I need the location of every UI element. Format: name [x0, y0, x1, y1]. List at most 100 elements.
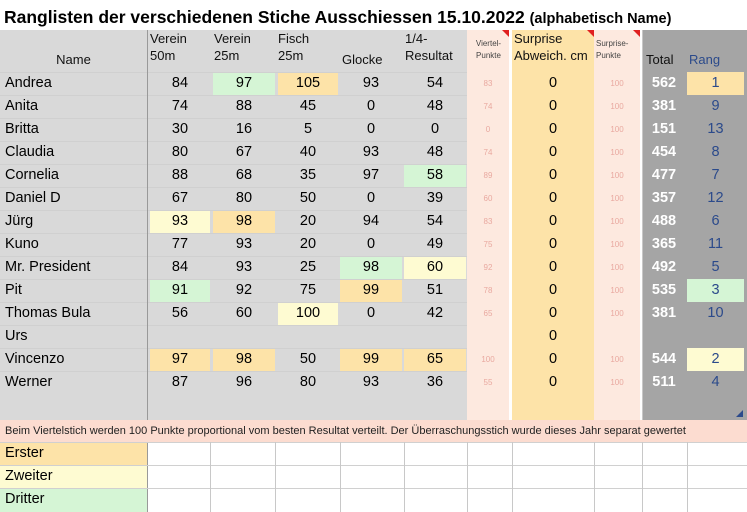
cell-viertel[interactable]: 54 [426, 213, 444, 229]
cell-glocke[interactable]: 93 [362, 75, 380, 91]
cell-sp[interactable]: 100 [610, 79, 624, 88]
cell-sp[interactable]: 100 [610, 240, 624, 249]
cell-glocke[interactable]: 99 [340, 279, 402, 302]
cell-viertel[interactable]: 0 [430, 121, 440, 137]
cell-rang[interactable]: 7 [711, 167, 720, 183]
cell-fisch[interactable]: 35 [299, 167, 317, 183]
cell-total[interactable]: 381 [651, 305, 677, 321]
cell-total[interactable]: 381 [651, 98, 677, 114]
cell-rang[interactable]: 4 [711, 374, 720, 390]
cell-fisch[interactable]: 50 [299, 190, 317, 206]
cell-total[interactable]: 535 [651, 282, 677, 298]
cell-vp[interactable]: 92 [483, 263, 493, 272]
cell-sur[interactable]: 0 [548, 259, 558, 275]
cell-v50[interactable]: 97 [150, 348, 210, 371]
cell-glocke[interactable]: 93 [362, 374, 380, 390]
cell-rang[interactable]: 9 [711, 98, 720, 114]
cell-v25[interactable]: 60 [235, 305, 253, 321]
cell-name[interactable]: Kuno [5, 236, 39, 252]
cell-rang[interactable]: 13 [707, 121, 724, 137]
cell-name[interactable]: Cornelia [5, 167, 59, 183]
cell-rang[interactable]: 6 [711, 213, 720, 229]
cell-glocke[interactable]: 0 [366, 305, 376, 321]
cell-name[interactable]: Pit [5, 282, 22, 298]
cell-sp[interactable]: 100 [610, 102, 624, 111]
cell-vp[interactable]: 75 [483, 240, 493, 249]
cell-v25[interactable]: 67 [235, 144, 253, 160]
cell-v25[interactable]: 98 [213, 210, 275, 233]
cell-vp[interactable]: 74 [483, 148, 493, 157]
cell-glocke[interactable]: 98 [340, 256, 402, 279]
cell-vp[interactable]: 100 [481, 355, 495, 364]
cell-fisch[interactable]: 20 [299, 213, 317, 229]
cell-sp[interactable]: 100 [610, 286, 624, 295]
cell-v25[interactable]: 16 [235, 121, 253, 137]
cell-glocke[interactable]: 94 [362, 213, 380, 229]
cell-v25[interactable]: 96 [235, 374, 253, 390]
cell-name[interactable]: Urs [5, 328, 28, 344]
cell-glocke[interactable] [340, 325, 402, 348]
cell-viertel[interactable]: 54 [426, 75, 444, 91]
cell-v25[interactable]: 88 [235, 98, 253, 114]
cell-total[interactable]: 511 [652, 374, 676, 390]
cell-total[interactable]: 562 [651, 75, 677, 91]
cell-glocke[interactable]: 93 [362, 144, 380, 160]
cell-sp[interactable]: 100 [610, 355, 624, 364]
cell-viertel[interactable]: 65 [404, 348, 466, 371]
cell-fisch[interactable]: 75 [299, 282, 317, 298]
cell-v25[interactable]: 68 [235, 167, 253, 183]
comment-marker[interactable] [633, 30, 640, 37]
cell-v50[interactable]: 84 [171, 75, 189, 91]
cell-viertel[interactable]: 60 [404, 256, 466, 279]
cell-sp[interactable] [594, 325, 640, 348]
cell-rang[interactable] [687, 325, 744, 348]
cell-total[interactable] [642, 325, 686, 348]
cell-v50[interactable]: 67 [171, 190, 189, 206]
cell-rang[interactable]: 1 [687, 72, 744, 95]
cell-fisch[interactable]: 5 [303, 121, 313, 137]
cell-total[interactable]: 477 [651, 167, 677, 183]
resize-handle-icon[interactable] [736, 410, 743, 417]
cell-total[interactable]: 151 [651, 121, 677, 137]
cell-glocke[interactable]: 0 [366, 98, 376, 114]
cell-fisch[interactable]: 100 [278, 302, 338, 325]
cell-total[interactable]: 488 [651, 213, 677, 229]
cell-v25[interactable]: 97 [213, 72, 275, 95]
cell-vp[interactable]: 55 [483, 378, 493, 387]
cell-sp[interactable]: 100 [610, 309, 624, 318]
cell-v50[interactable]: 30 [171, 121, 189, 137]
cell-sur[interactable]: 0 [548, 236, 558, 252]
cell-vp[interactable]: 83 [483, 217, 493, 226]
cell-rang[interactable]: 10 [707, 305, 724, 321]
cell-fisch[interactable]: 20 [299, 236, 317, 252]
cell-sur[interactable]: 0 [548, 351, 558, 367]
cell-v25[interactable]: 92 [235, 282, 253, 298]
cell-viertel[interactable]: 48 [426, 144, 444, 160]
comment-marker[interactable] [587, 30, 594, 37]
cell-v50[interactable]: 93 [150, 210, 210, 233]
cell-v50[interactable]: 84 [171, 259, 189, 275]
cell-sur[interactable]: 0 [548, 213, 558, 229]
cell-rang[interactable]: 11 [707, 236, 724, 252]
cell-vp[interactable]: 60 [483, 194, 493, 203]
cell-sp[interactable]: 100 [610, 194, 624, 203]
cell-rang[interactable]: 8 [711, 144, 720, 160]
cell-sur[interactable]: 0 [548, 328, 558, 344]
cell-sp[interactable]: 100 [610, 378, 624, 387]
cell-name[interactable]: Mr. President [5, 259, 91, 275]
cell-vp[interactable]: 74 [483, 102, 493, 111]
cell-sur[interactable]: 0 [548, 167, 558, 183]
cell-v25[interactable]: 93 [235, 236, 253, 252]
cell-v25[interactable]: 93 [235, 259, 253, 275]
cell-v50[interactable]: 88 [171, 167, 189, 183]
cell-viertel[interactable]: 36 [426, 374, 444, 390]
cell-v50[interactable]: 56 [171, 305, 189, 321]
cell-vp[interactable]: 89 [483, 171, 493, 180]
cell-total[interactable]: 544 [651, 351, 677, 367]
cell-sur[interactable]: 0 [548, 144, 558, 160]
cell-viertel[interactable]: 39 [426, 190, 444, 206]
cell-total[interactable]: 365 [651, 236, 677, 252]
cell-vp[interactable]: 83 [483, 79, 493, 88]
cell-sp[interactable]: 100 [610, 148, 624, 157]
cell-total[interactable]: 454 [651, 144, 677, 160]
